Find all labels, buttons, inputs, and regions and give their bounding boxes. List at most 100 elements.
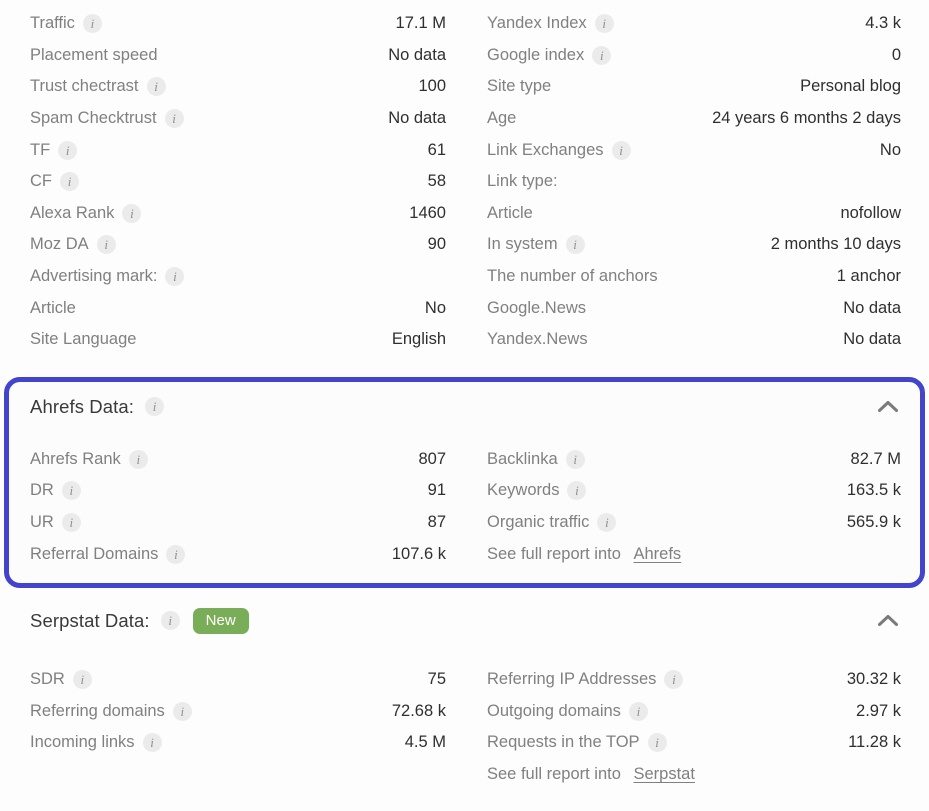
info-icon[interactable]: i — [172, 701, 192, 721]
metric-label-text: Backlinka — [487, 449, 558, 468]
metric-label-text: The number of anchors — [487, 267, 658, 286]
info-icon[interactable]: i — [597, 513, 617, 533]
metric-row: DR i 91 — [30, 475, 446, 507]
info-icon[interactable]: i — [628, 701, 648, 721]
metric-label-text: Advertising mark: — [30, 267, 158, 286]
metric-value: 24 years 6 months 2 days — [712, 109, 901, 128]
info-icon[interactable]: i — [146, 77, 166, 97]
metric-row: Link type: — [487, 166, 901, 198]
metric-label: Site Language — [30, 330, 136, 349]
info-icon[interactable]: i — [166, 544, 186, 564]
metric-row: Trust chectrast i 100 — [30, 71, 446, 103]
info-icon[interactable]: i — [565, 235, 585, 255]
metric-row: Advertising mark: i — [30, 261, 446, 293]
metric-label: Traffic i — [30, 14, 102, 34]
metric-row: Age 24 years 6 months 2 days — [487, 103, 901, 135]
metric-label: SDR i — [30, 670, 92, 690]
metric-label: Backlinka i — [487, 449, 585, 469]
metric-label-text: Trust chectrast — [30, 77, 139, 96]
metric-label: See full report into Serpstat — [487, 765, 695, 784]
metric-value: 1460 — [409, 203, 446, 222]
info-icon[interactable]: i — [96, 235, 116, 255]
serpstat-collapse-button[interactable] — [875, 612, 901, 629]
metric-row: Organic traffic i 565.9 k — [487, 507, 901, 539]
metric-row: Alexa Rank i 1460 — [30, 198, 446, 230]
metric-value: 0 — [891, 45, 901, 64]
info-icon[interactable]: i — [592, 45, 612, 65]
metric-label: Spam Checktrust i — [30, 109, 184, 129]
info-icon[interactable]: i — [72, 670, 92, 690]
metric-label-text: Link Exchanges — [487, 140, 604, 159]
metric-label-text: Requests in the TOP — [487, 733, 640, 752]
metric-value: No data — [388, 45, 446, 64]
serpstat-metrics-grid: SDR i 75 Referring domains i 72.68 k Incoming … — [30, 664, 901, 790]
metric-value: nofollow — [840, 203, 901, 222]
metric-value: 100 — [418, 77, 446, 96]
metric-value: 58 — [427, 172, 446, 191]
metric-label-text: Placement speed — [30, 45, 158, 64]
metric-label: Ahrefs Rank i — [30, 449, 148, 469]
info-icon[interactable]: i — [60, 172, 79, 192]
metric-label-text: Article — [30, 298, 76, 317]
info-icon[interactable]: i — [647, 733, 667, 753]
info-icon[interactable]: i — [122, 203, 142, 223]
metric-label-text: UR — [30, 513, 54, 532]
metric-row: Spam Checktrust i No data — [30, 103, 446, 135]
ahrefs-section-title: Ahrefs Data: — [30, 395, 135, 417]
info-icon[interactable]: i — [145, 397, 165, 417]
metric-value: 807 — [418, 449, 446, 468]
ahrefs-report-link[interactable]: Ahrefs — [633, 544, 682, 563]
ahrefs-collapse-button[interactable] — [875, 398, 901, 415]
metric-label: CF i — [30, 172, 79, 192]
metric-row: Requests in the TOP i 11.28 k — [487, 727, 901, 759]
metric-label-text: Keywords — [487, 481, 560, 500]
metric-label-text: In system — [487, 235, 558, 254]
metric-label-text: Age — [487, 109, 517, 128]
info-icon[interactable]: i — [82, 14, 102, 34]
metric-label-text: Yandex.News — [487, 330, 588, 349]
new-badge: New — [192, 607, 249, 634]
metric-label: Keywords i — [487, 481, 587, 501]
metric-label: Google.News — [487, 299, 586, 318]
metric-row: In system i 2 months 10 days — [487, 229, 901, 261]
metric-label-text: SDR — [30, 670, 65, 689]
metric-value: 163.5 k — [846, 481, 901, 500]
info-icon[interactable]: i — [61, 513, 81, 533]
metric-label-text: Site Language — [30, 330, 137, 349]
general-metrics-left-column: Traffic i 17.1 M Placement speed No data Trus… — [30, 8, 446, 356]
info-icon[interactable]: i — [664, 670, 684, 690]
info-icon[interactable]: i — [58, 140, 78, 160]
metric-value: 4.3 k — [865, 14, 901, 33]
metric-label-text: DR — [30, 481, 54, 500]
info-icon[interactable]: i — [165, 267, 185, 287]
metric-label-text: Outgoing domains — [487, 701, 621, 720]
metric-value: 11.28 k — [848, 733, 901, 752]
metric-row: Referring domains i 72.68 k — [30, 696, 446, 728]
info-icon[interactable]: i — [164, 109, 184, 129]
metric-value: 61 — [427, 140, 446, 159]
info-icon[interactable]: i — [61, 481, 81, 501]
serpstat-metrics-right-column: Referring IP Addresses i 30.32 k Outgoing d… — [487, 664, 901, 790]
serpstat-report-link[interactable]: Serpstat — [633, 764, 695, 783]
info-icon[interactable]: i — [160, 611, 180, 631]
metric-label: Requests in the TOP i — [487, 733, 667, 753]
info-icon[interactable]: i — [128, 449, 148, 469]
metric-label-text: Referring IP Addresses — [487, 670, 657, 689]
metric-row: Referral Domains i 107.6 k — [30, 538, 446, 570]
metric-value: 17.1 M — [395, 14, 446, 33]
metric-label: Age — [487, 109, 516, 128]
metric-label: Organic traffic i — [487, 513, 617, 533]
info-icon[interactable]: i — [567, 481, 587, 501]
metric-value: No — [879, 140, 901, 159]
info-icon[interactable]: i — [594, 14, 614, 34]
info-icon[interactable]: i — [565, 449, 585, 469]
metric-value: 2.97 k — [856, 701, 901, 720]
metric-label: Yandex.News — [487, 330, 588, 349]
metric-row: Incoming links i 4.5 M — [30, 727, 446, 759]
info-icon[interactable]: i — [611, 140, 631, 160]
metric-row: Ahrefs Rank i 807 — [30, 444, 446, 476]
metric-row: SDR i 75 — [30, 664, 446, 696]
chevron-up-icon — [878, 401, 898, 413]
info-icon[interactable]: i — [142, 733, 162, 753]
general-metrics-section: Traffic i 17.1 M Placement speed No data Trus… — [0, 0, 929, 356]
